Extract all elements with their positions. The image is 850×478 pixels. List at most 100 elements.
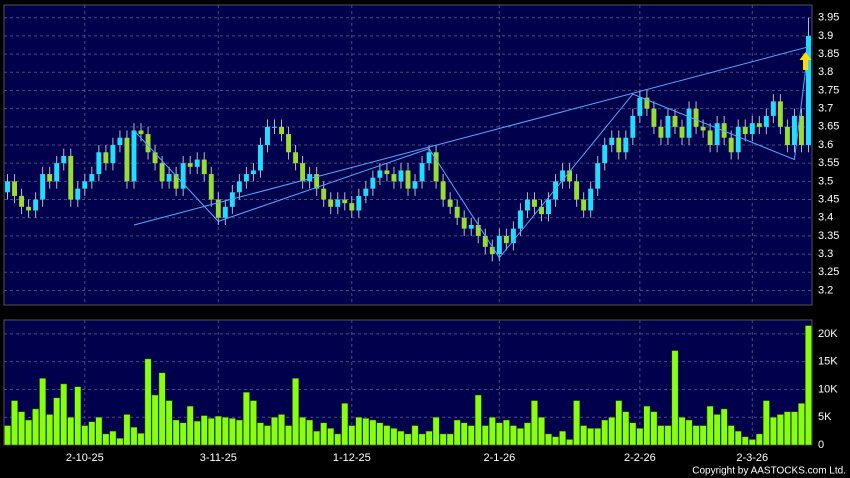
candle-body — [517, 210, 523, 229]
volume-bar — [186, 405, 194, 446]
candle-body — [482, 235, 488, 247]
volume-bar — [439, 433, 447, 446]
volume-bar — [636, 428, 644, 446]
y-tick-label: 3.25 — [818, 266, 839, 278]
candle-body — [26, 206, 32, 211]
volume-bar — [362, 418, 370, 446]
volume-bar — [671, 350, 679, 446]
volume-bar — [313, 430, 321, 446]
y-tick-label: 3.45 — [818, 193, 839, 205]
volume-bar — [699, 425, 707, 446]
volume-bar — [327, 428, 335, 446]
candle-body — [180, 163, 186, 189]
volume-bar — [538, 416, 545, 446]
candle-body — [728, 137, 734, 153]
candle-body — [777, 101, 783, 127]
candle-body — [68, 155, 74, 200]
candle-body — [110, 145, 116, 164]
volume-bar — [165, 400, 173, 446]
candle-body — [243, 174, 249, 182]
y-tick-label: 3.65 — [818, 121, 839, 133]
volume-bar — [755, 433, 763, 446]
y-tick-label: 3.5 — [818, 175, 833, 187]
trendline — [133, 46, 809, 259]
copyright: Copyright by AASTOCKS.com Ltd. — [692, 466, 846, 477]
volume-bar — [798, 403, 805, 446]
candle-body — [96, 152, 102, 175]
candle-body — [567, 170, 573, 182]
candle-body — [651, 108, 657, 127]
volume-bar — [425, 430, 433, 446]
candle-body — [756, 123, 762, 127]
candle-body — [187, 163, 193, 167]
candle-body — [426, 152, 432, 164]
y-tick-label: 3.75 — [818, 84, 839, 96]
volume-bar — [25, 419, 33, 446]
x-tick-label: 3-11-25 — [200, 452, 237, 464]
candle-body — [40, 174, 46, 200]
volume-bar — [643, 405, 651, 446]
candle-body — [707, 130, 713, 145]
volume-bar — [53, 397, 61, 446]
volume-bar — [734, 430, 742, 446]
candle-body — [693, 108, 699, 127]
candle-body — [47, 174, 53, 182]
volume-bar — [622, 411, 630, 446]
volume-bar — [60, 383, 68, 446]
candle-body — [763, 115, 769, 127]
candle-body — [159, 163, 165, 182]
candle-body — [546, 199, 551, 215]
candle-body — [637, 97, 643, 116]
candle-body — [447, 199, 453, 207]
volume-bar — [299, 416, 307, 446]
candle-body — [623, 137, 629, 153]
volume-bar — [18, 411, 25, 446]
volume-bar — [411, 425, 419, 446]
candle-body — [173, 174, 179, 189]
volume-bar — [355, 416, 363, 446]
volume-bar — [207, 418, 215, 446]
volume-bar — [348, 425, 356, 446]
candle-body — [265, 126, 270, 145]
volume-bar — [81, 425, 89, 446]
volume-bar — [292, 378, 299, 446]
x-tick-label: 2-2-26 — [624, 452, 656, 464]
candle-body — [356, 195, 362, 211]
volume-bar — [783, 411, 791, 446]
candle-body — [686, 108, 692, 138]
volume-bar — [278, 414, 285, 446]
volume-bar — [776, 414, 784, 446]
volume-bar — [629, 422, 637, 446]
volume-bar — [67, 416, 75, 446]
volume-bar — [242, 391, 250, 446]
candle-body — [250, 170, 256, 175]
x-tick-label: 2-10-25 — [66, 452, 104, 464]
volume-bar — [250, 400, 257, 446]
candle-body — [138, 130, 144, 135]
candle-body — [595, 163, 601, 189]
volume-bar — [594, 428, 602, 446]
candle-body — [215, 199, 221, 218]
candle-body — [89, 174, 95, 182]
y-tick-label: 3.9 — [818, 30, 833, 42]
volume-bar — [664, 425, 672, 446]
volume-bar — [369, 419, 377, 446]
candle-body — [19, 195, 25, 207]
y-tick-label: 3.3 — [818, 248, 833, 260]
candle-body — [440, 181, 446, 200]
volume-bar — [264, 425, 271, 446]
candle-body — [272, 126, 277, 128]
y-tick-label: 3.2 — [818, 284, 833, 296]
volume-bar — [397, 430, 405, 446]
candle-body — [454, 206, 460, 218]
volume-bar — [334, 433, 342, 446]
candle-body — [342, 199, 348, 204]
candle-body — [229, 192, 235, 207]
volume-bar — [805, 325, 812, 446]
candle-body — [419, 163, 425, 182]
candle-body — [588, 188, 594, 211]
volume-bar — [552, 436, 559, 446]
candle-body — [770, 101, 776, 116]
y-tick-label: 10K — [818, 383, 838, 395]
